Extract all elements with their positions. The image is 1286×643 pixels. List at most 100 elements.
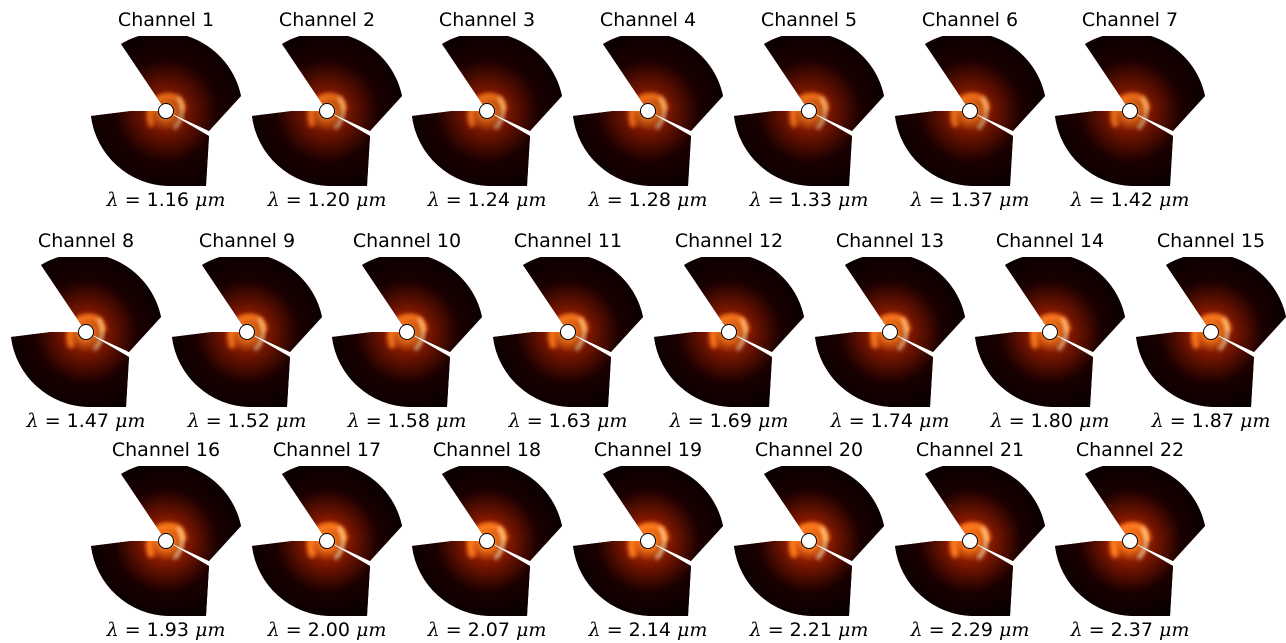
lambda-symbol: λ: [187, 410, 200, 432]
equals-sign: =: [842, 410, 871, 432]
channel-title: Channel 18: [432, 439, 542, 461]
channel-image: [1055, 36, 1205, 186]
wavelength-value: 1.69: [709, 410, 752, 432]
channel-image: [1055, 466, 1205, 616]
wavelength-caption: λ = 1.63 μm: [483, 409, 653, 433]
channel-title: Channel 11: [513, 230, 623, 252]
wavelength-value: 1.37: [950, 189, 993, 211]
channel-panel: Channel 18 λ = 2.07 μm: [412, 430, 562, 642]
wavelength-unit: μm: [195, 189, 226, 211]
wavelength-caption: λ = 1.47 μm: [1, 409, 171, 433]
wavelength-value: 1.24: [467, 189, 510, 211]
channel-image: [573, 466, 723, 616]
wavelength-value: 1.16: [146, 189, 189, 211]
wavelength-value: 2.00: [307, 619, 350, 641]
channel-image: [11, 257, 161, 407]
channel-panel: Channel 13 λ = 1.74 μm: [815, 221, 965, 433]
channel-panel: Channel 5 λ = 1.33 μm: [734, 0, 884, 212]
wavelength-caption: λ = 1.37 μm: [885, 188, 1055, 212]
channel-image: [734, 466, 884, 616]
channel-image: [895, 36, 1045, 186]
channel-image: [252, 466, 402, 616]
lambda-symbol: λ: [749, 619, 762, 641]
channel-image: [412, 36, 562, 186]
wavelength-caption: λ = 2.37 μm: [1045, 618, 1215, 642]
channel-panel: Channel 6 λ = 1.37 μm: [895, 0, 1045, 212]
channel-panel: Channel 8 λ = 1.47 μm: [11, 221, 161, 433]
wavelength-value: 1.52: [227, 410, 270, 432]
equals-sign: =: [439, 189, 468, 211]
lambda-symbol: λ: [267, 619, 280, 641]
channel-panel: Channel 16 λ = 1.93 μm: [91, 430, 241, 642]
wavelength-unit: μm: [276, 410, 307, 432]
lambda-symbol: λ: [106, 189, 119, 211]
channel-title: Channel 8: [37, 230, 135, 252]
channel-image: [573, 36, 723, 186]
wavelength-value: 1.47: [66, 410, 109, 432]
wavelength-value: 1.63: [548, 410, 591, 432]
channel-image: [975, 257, 1125, 407]
wavelength-caption: λ = 1.58 μm: [322, 409, 492, 433]
channel-panel: Channel 19 λ = 2.14 μm: [573, 430, 723, 642]
channel-panel: Channel 12 λ = 1.69 μm: [654, 221, 804, 433]
channel-image: [734, 36, 884, 186]
wavelength-unit: μm: [999, 189, 1030, 211]
channel-panel: Channel 1 λ = 1.16 μm: [91, 0, 241, 212]
equals-sign: =: [761, 189, 790, 211]
channel-image: [252, 36, 402, 186]
equals-sign: =: [1082, 619, 1111, 641]
wavelength-caption: λ = 2.21 μm: [724, 618, 894, 642]
wavelength-caption: λ = 1.87 μm: [1126, 409, 1286, 433]
lambda-symbol: λ: [427, 619, 440, 641]
wavelength-value: 1.20: [307, 189, 350, 211]
channel-title: Channel 14: [995, 230, 1105, 252]
lambda-symbol: λ: [1070, 619, 1083, 641]
channel-image: [815, 257, 965, 407]
lambda-symbol: λ: [508, 410, 521, 432]
channel-panel: Channel 20 λ = 2.21 μm: [734, 430, 884, 642]
channel-title: Channel 20: [754, 439, 864, 461]
channel-panel: Channel 11 λ = 1.63 μm: [493, 221, 643, 433]
wavelength-unit: μm: [1159, 189, 1190, 211]
wavelength-value: 1.87: [1191, 410, 1234, 432]
wavelength-unit: μm: [677, 189, 708, 211]
wavelength-unit: μm: [1079, 410, 1110, 432]
equals-sign: =: [761, 619, 790, 641]
lambda-symbol: λ: [830, 410, 843, 432]
lambda-symbol: λ: [910, 189, 923, 211]
equals-sign: =: [199, 410, 228, 432]
lambda-symbol: λ: [347, 410, 360, 432]
channel-title: Channel 13: [835, 230, 945, 252]
channel-title: Channel 2: [278, 9, 376, 31]
wavelength-value: 2.21: [789, 619, 832, 641]
channel-panel: Channel 14 λ = 1.80 μm: [975, 221, 1125, 433]
wavelength-unit: μm: [677, 619, 708, 641]
wavelength-value: 1.28: [628, 189, 671, 211]
channel-title: Channel 12: [674, 230, 784, 252]
lambda-symbol: λ: [1070, 189, 1083, 211]
wavelength-unit: μm: [597, 410, 628, 432]
channel-panel: Channel 15 λ = 1.87 μm: [1136, 221, 1286, 433]
wavelength-unit: μm: [115, 410, 146, 432]
wavelength-caption: λ = 1.20 μm: [242, 188, 412, 212]
wavelength-unit: μm: [1159, 619, 1190, 641]
equals-sign: =: [681, 410, 710, 432]
wavelength-unit: μm: [1240, 410, 1271, 432]
wavelength-unit: μm: [516, 619, 547, 641]
wavelength-caption: λ = 2.00 μm: [242, 618, 412, 642]
wavelength-caption: λ = 2.07 μm: [402, 618, 572, 642]
equals-sign: =: [1002, 410, 1031, 432]
wavelength-caption: λ = 1.24 μm: [402, 188, 572, 212]
lambda-symbol: λ: [267, 189, 280, 211]
equals-sign: =: [118, 619, 147, 641]
channel-title: Channel 16: [111, 439, 221, 461]
channel-title: Channel 21: [915, 439, 1025, 461]
channel-panel: Channel 7 λ = 1.42 μm: [1055, 0, 1205, 212]
channel-panel: Channel 4 λ = 1.28 μm: [573, 0, 723, 212]
wavelength-unit: μm: [516, 189, 547, 211]
lambda-symbol: λ: [588, 619, 601, 641]
channel-image: [412, 466, 562, 616]
wavelength-value: 1.80: [1030, 410, 1073, 432]
channel-title: Channel 4: [599, 9, 697, 31]
channel-image: [1136, 257, 1286, 407]
